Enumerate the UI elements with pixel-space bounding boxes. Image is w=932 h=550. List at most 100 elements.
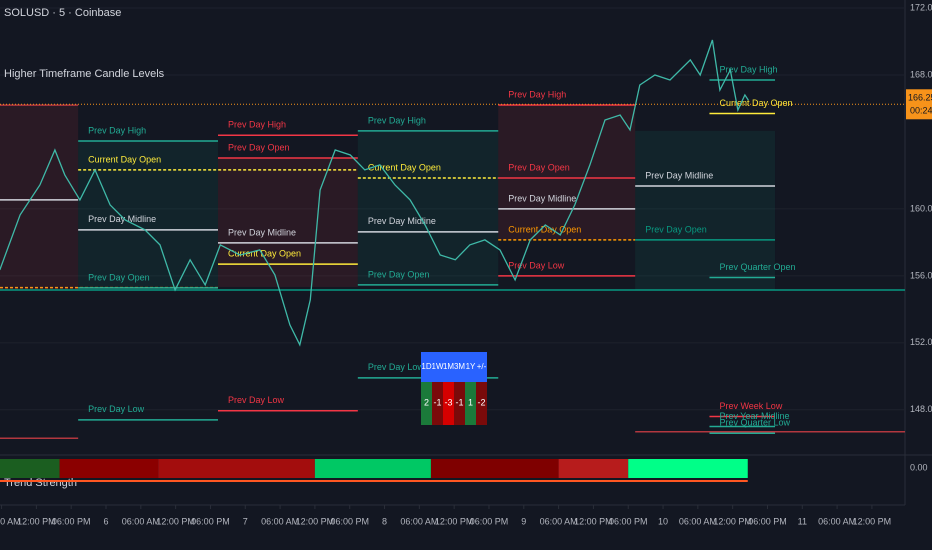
y-tick-label: 148.00 bbox=[910, 404, 932, 414]
level-label: Prev Day Open bbox=[508, 162, 570, 172]
trend-segment bbox=[430, 459, 559, 478]
trend-tick-label: 0.00 bbox=[910, 462, 928, 472]
table-header: 3M bbox=[454, 362, 465, 371]
x-tick-label: 06:00 AM bbox=[0, 516, 21, 526]
x-tick-label: 7 bbox=[243, 516, 248, 526]
level-label: Prev Quarter Low bbox=[719, 418, 790, 428]
price-tag bbox=[906, 89, 932, 120]
level-label: Prev Day High bbox=[719, 64, 777, 74]
trend-segment bbox=[158, 459, 315, 478]
x-tick-label: 06:00 PM bbox=[470, 516, 509, 526]
y-tick-label: 160.00 bbox=[910, 203, 932, 213]
level-label: Prev Day Low bbox=[368, 362, 425, 372]
x-tick-label: 06:00 AM bbox=[400, 516, 438, 526]
level-label: Current Day Open bbox=[719, 98, 792, 108]
day-box bbox=[635, 130, 776, 290]
level-label: Current Day Open bbox=[228, 249, 301, 259]
level-label: Prev Quarter Open bbox=[719, 262, 795, 272]
table-cell bbox=[421, 382, 432, 425]
x-tick-label: 06:00 AM bbox=[261, 516, 299, 526]
level-label: Prev Day Midline bbox=[508, 193, 576, 203]
trend-segment bbox=[628, 459, 748, 478]
y-tick-label: 152.00 bbox=[910, 337, 932, 347]
table-value: -1 bbox=[455, 397, 463, 407]
table-header: 1D bbox=[421, 362, 431, 371]
level-label: Prev Day Midline bbox=[228, 227, 296, 237]
table-header: 1M bbox=[443, 362, 454, 371]
trend-strength-title: Trend Strength bbox=[4, 477, 77, 489]
level-label: Prev Day Low bbox=[508, 260, 565, 270]
day-box bbox=[357, 130, 499, 285]
table-value: -1 bbox=[433, 397, 441, 407]
level-label: Prev Week Low bbox=[719, 401, 782, 411]
level-label: Prev Day Midline bbox=[645, 170, 713, 180]
x-tick-label: 12:00 PM bbox=[853, 516, 892, 526]
level-label: Current Day Open bbox=[508, 224, 581, 234]
indicator-title: Higher Timeframe Candle Levels bbox=[4, 68, 165, 80]
table-cell bbox=[476, 382, 487, 425]
table-cell bbox=[454, 382, 465, 425]
day-box bbox=[0, 105, 79, 290]
level-label: Prev Day Midline bbox=[88, 214, 156, 224]
x-tick-label: 06:00 AM bbox=[818, 516, 856, 526]
level-label: Current Day Open bbox=[368, 162, 441, 172]
level-label: Prev Day Low bbox=[88, 404, 145, 414]
x-tick-label: 12:00 PM bbox=[435, 516, 474, 526]
table-value: -2 bbox=[477, 397, 485, 407]
x-tick-label: 12:00 PM bbox=[574, 516, 613, 526]
level-label: Prev Day Open bbox=[88, 272, 150, 282]
level-label: Prev Day Low bbox=[228, 395, 285, 405]
y-tick-label: 172.00 bbox=[910, 2, 932, 12]
level-label: Prev Day Open bbox=[368, 269, 430, 279]
level-label: Prev Day High bbox=[368, 115, 426, 125]
table-header-bg bbox=[421, 352, 487, 382]
table-value: 1 bbox=[468, 397, 473, 407]
x-tick-label: 06:00 AM bbox=[540, 516, 578, 526]
x-tick-label: 12:00 PM bbox=[296, 516, 335, 526]
trend-segment bbox=[314, 459, 431, 478]
x-tick-label: 12:00 PM bbox=[713, 516, 752, 526]
x-tick-label: 06:00 PM bbox=[191, 516, 230, 526]
day-box bbox=[498, 104, 636, 240]
table-header: +/- bbox=[477, 362, 487, 371]
day-box bbox=[217, 158, 358, 287]
x-tick-label: 06:00 PM bbox=[330, 516, 369, 526]
trend-segment bbox=[0, 459, 60, 478]
x-tick-label: 06:00 PM bbox=[748, 516, 787, 526]
table-header: 1W bbox=[432, 362, 444, 371]
trend-segment bbox=[558, 459, 629, 478]
level-label: Prev Year Midline bbox=[719, 411, 789, 421]
x-tick-label: 10 bbox=[658, 516, 668, 526]
level-label: Prev Day Midline bbox=[368, 216, 436, 226]
x-tick-label: 06:00 AM bbox=[679, 516, 717, 526]
x-tick-label: 12:00 PM bbox=[17, 516, 56, 526]
level-label: Prev Day High bbox=[228, 120, 286, 130]
x-tick-label: 11 bbox=[798, 516, 807, 526]
table-cell bbox=[443, 382, 454, 425]
level-label: Current Day Open bbox=[88, 154, 161, 164]
day-box bbox=[78, 140, 218, 288]
level-label: Prev Day Open bbox=[645, 224, 707, 234]
plot-area: Prev Day High Current Day Open Prev Day Mi… bbox=[0, 7, 905, 440]
table-value: -3 bbox=[444, 397, 452, 407]
y-tick-label: 156.00 bbox=[910, 270, 932, 280]
x-tick-label: 06:00 PM bbox=[609, 516, 648, 526]
x-tick-label: 8 bbox=[382, 516, 387, 526]
x-tick-label: 6 bbox=[104, 516, 109, 526]
x-tick-label: 06:00 AM bbox=[122, 516, 160, 526]
x-tick-label: 9 bbox=[521, 516, 526, 526]
level-label: Prev Day High bbox=[508, 89, 566, 99]
price-tag-value: 166.25 bbox=[908, 93, 932, 103]
level-label: Prev Day Open bbox=[228, 142, 290, 152]
trend-segment bbox=[59, 459, 159, 478]
x-tick-label: 12:00 PM bbox=[156, 516, 195, 526]
price-line bbox=[0, 39, 749, 347]
table-cell bbox=[432, 382, 443, 425]
price-tag-countdown: 00:24 bbox=[910, 106, 932, 116]
table-cell bbox=[465, 382, 476, 425]
x-tick-label: 06:00 PM bbox=[52, 516, 91, 526]
y-tick-label: 168.00 bbox=[910, 69, 932, 79]
level-label: Prev Day High bbox=[88, 125, 146, 135]
